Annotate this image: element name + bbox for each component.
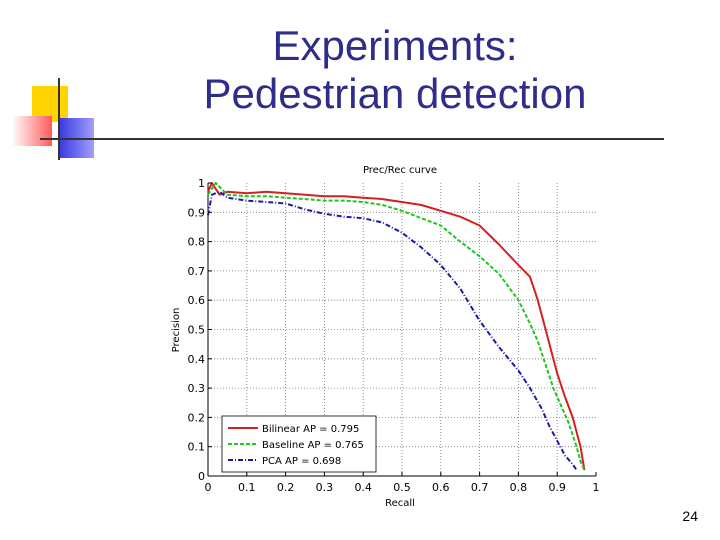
slide-title-line-2: Pedestrian detection bbox=[203, 70, 587, 117]
y-tick-label: 0.3 bbox=[188, 382, 206, 395]
series-line-1 bbox=[207, 182, 586, 471]
x-tick-label: 0.5 bbox=[393, 481, 411, 494]
y-tick-label: 0.7 bbox=[188, 265, 206, 278]
x-tick-label: 0.1 bbox=[238, 481, 256, 494]
x-tick-label: 1 bbox=[593, 481, 600, 494]
x-tick-label: 0.3 bbox=[316, 481, 334, 494]
page-number: 24 bbox=[682, 508, 698, 524]
x-tick-label: 0.6 bbox=[432, 481, 450, 494]
chart-title: Prec/Rec curve bbox=[363, 165, 437, 176]
x-tick-label: 0 bbox=[205, 481, 212, 494]
y-tick-label: 0.8 bbox=[188, 236, 206, 249]
legend-label-2: Baseline AP = 0.765 bbox=[262, 440, 364, 451]
x-tick-label: 0.4 bbox=[354, 481, 372, 494]
decor-horizontal-line bbox=[40, 138, 664, 140]
slide-title: Experiments: Pedestrian detection bbox=[160, 22, 630, 118]
decor-red-square bbox=[12, 116, 52, 146]
x-tick-label: 0.9 bbox=[548, 481, 566, 494]
x-tick-label: 0.2 bbox=[277, 481, 295, 494]
legend-label-1: Bilinear AP = 0.795 bbox=[262, 424, 359, 435]
x-tick-label: 0.7 bbox=[471, 481, 489, 494]
y-tick-label: 1 bbox=[198, 177, 205, 190]
x-tick-label: 0.8 bbox=[510, 481, 528, 494]
series-line-3 bbox=[207, 190, 578, 471]
slide-title-line-1: Experiments: bbox=[272, 22, 518, 69]
x-axis-label: Recall bbox=[385, 498, 415, 509]
legend-label-3: PCA AP = 0.698 bbox=[262, 456, 341, 467]
y-tick-label: 0.2 bbox=[188, 411, 206, 424]
y-tick-label: 0 bbox=[198, 470, 205, 483]
y-axis-label: Precision bbox=[171, 308, 182, 353]
y-tick-label: 0.5 bbox=[188, 324, 206, 337]
y-tick-label: 0.6 bbox=[188, 294, 206, 307]
series-line-2 bbox=[207, 182, 586, 471]
y-tick-label: 0.1 bbox=[188, 441, 206, 454]
y-tick-label: 0.9 bbox=[188, 206, 206, 219]
y-tick-label: 0.4 bbox=[188, 353, 206, 366]
decor-vertical-line bbox=[58, 78, 60, 160]
